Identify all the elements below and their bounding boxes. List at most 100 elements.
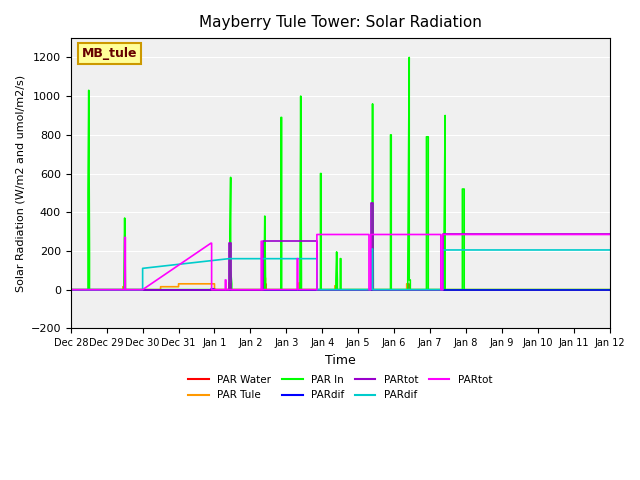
PARtot bbox=[122, 235, 129, 240]
PARtot bbox=[121, 235, 129, 240]
PAR Water bbox=[121, 283, 129, 288]
PAR Tule bbox=[120, 284, 127, 289]
PAR Tule bbox=[175, 284, 182, 289]
PARdif bbox=[225, 256, 233, 262]
PAR Water bbox=[440, 287, 448, 292]
PAR Tule bbox=[119, 287, 127, 292]
PAR Water bbox=[228, 287, 236, 292]
PAR Water bbox=[297, 283, 305, 288]
PARdif bbox=[369, 287, 376, 292]
PAR Tule bbox=[157, 287, 164, 292]
PARtot bbox=[440, 230, 448, 236]
PAR Water bbox=[405, 287, 413, 292]
PARdif bbox=[313, 256, 321, 262]
PAR Water bbox=[404, 287, 412, 292]
PAR Water bbox=[369, 277, 376, 283]
Text: MB_tule: MB_tule bbox=[81, 47, 137, 60]
PAR In bbox=[86, 248, 93, 254]
PAR Water bbox=[404, 281, 412, 287]
PARdif bbox=[67, 287, 75, 292]
PAR Water bbox=[67, 287, 75, 292]
PARdif bbox=[211, 286, 218, 291]
PAR Water bbox=[86, 279, 93, 285]
PARdif bbox=[367, 287, 374, 292]
PAR Water bbox=[122, 283, 129, 288]
PAR Tule bbox=[295, 287, 303, 292]
PARtot bbox=[221, 287, 229, 292]
PARtot bbox=[227, 287, 234, 292]
PARtot bbox=[369, 287, 376, 292]
PARtot bbox=[367, 287, 374, 292]
PAR Water bbox=[333, 287, 340, 292]
PARdif bbox=[259, 256, 267, 262]
PAR Water bbox=[440, 279, 448, 285]
PAR Water bbox=[261, 287, 269, 292]
PAR Tule bbox=[403, 287, 410, 292]
PARdif bbox=[207, 286, 215, 291]
PAR Tule bbox=[211, 281, 218, 287]
PAR Tule bbox=[226, 280, 234, 286]
PAR Tule bbox=[157, 284, 164, 289]
PAR Tule bbox=[440, 280, 447, 286]
PAR Water bbox=[442, 287, 449, 292]
PARtot bbox=[606, 232, 614, 238]
PARdif bbox=[369, 246, 376, 252]
PARdif bbox=[606, 287, 614, 292]
PAR Tule bbox=[262, 275, 269, 281]
PARtot bbox=[208, 240, 216, 246]
PARtot bbox=[462, 230, 470, 236]
PARtot bbox=[227, 240, 234, 246]
PAR Water bbox=[227, 281, 234, 287]
PAR Water bbox=[86, 287, 93, 292]
PARtot bbox=[367, 287, 374, 292]
PAR Tule bbox=[367, 277, 375, 283]
PAR Tule bbox=[404, 281, 412, 287]
PAR Tule bbox=[404, 287, 412, 292]
PARtot bbox=[122, 287, 129, 292]
PARdif bbox=[462, 247, 470, 253]
PAR Tule bbox=[226, 287, 234, 292]
PARtot bbox=[439, 232, 447, 238]
PAR Tule bbox=[403, 281, 410, 287]
PARdif bbox=[211, 287, 218, 292]
PARtot bbox=[257, 287, 265, 292]
PAR Water bbox=[262, 281, 269, 287]
PARtot bbox=[365, 287, 373, 292]
PAR Tule bbox=[331, 287, 339, 292]
PARtot bbox=[221, 277, 229, 283]
PAR Water bbox=[606, 287, 614, 292]
Y-axis label: Solar Radiation (W/m2 and umol/m2/s): Solar Radiation (W/m2 and umol/m2/s) bbox=[15, 75, 25, 292]
PAR Tule bbox=[606, 287, 614, 292]
PAR Water bbox=[297, 287, 305, 292]
PAR Tule bbox=[119, 284, 127, 289]
PAR Water bbox=[228, 281, 236, 287]
PARtot bbox=[293, 256, 301, 262]
PAR Water bbox=[369, 277, 377, 283]
PAR Tule bbox=[211, 286, 218, 291]
PAR In bbox=[387, 287, 394, 292]
PAR In bbox=[67, 287, 75, 292]
PAR Tule bbox=[295, 280, 303, 286]
PAR Water bbox=[369, 287, 377, 292]
PAR Water bbox=[298, 283, 305, 288]
PARdif bbox=[207, 287, 215, 292]
PAR Tule bbox=[175, 281, 182, 287]
PAR Tule bbox=[261, 275, 269, 281]
PAR Tule bbox=[296, 287, 303, 292]
PARtot bbox=[313, 287, 321, 292]
PARdif bbox=[313, 287, 321, 292]
PAR Water bbox=[85, 279, 93, 285]
PAR Tule bbox=[440, 287, 447, 292]
PARtot bbox=[313, 232, 321, 238]
PAR Tule bbox=[296, 280, 303, 286]
PARtot bbox=[222, 277, 230, 283]
PARtot bbox=[365, 232, 373, 238]
Legend: PAR Water, PAR Tule, PAR In, PARdif, PARtot, PARdif, PARtot: PAR Water, PAR Tule, PAR In, PARdif, PAR… bbox=[184, 371, 497, 404]
PARtot bbox=[222, 287, 230, 292]
Line: PAR In: PAR In bbox=[71, 58, 610, 289]
PAR Water bbox=[122, 287, 129, 292]
PARdif bbox=[67, 287, 75, 292]
PARdif bbox=[139, 287, 147, 292]
PARtot bbox=[369, 200, 376, 205]
PAR In bbox=[226, 287, 234, 292]
